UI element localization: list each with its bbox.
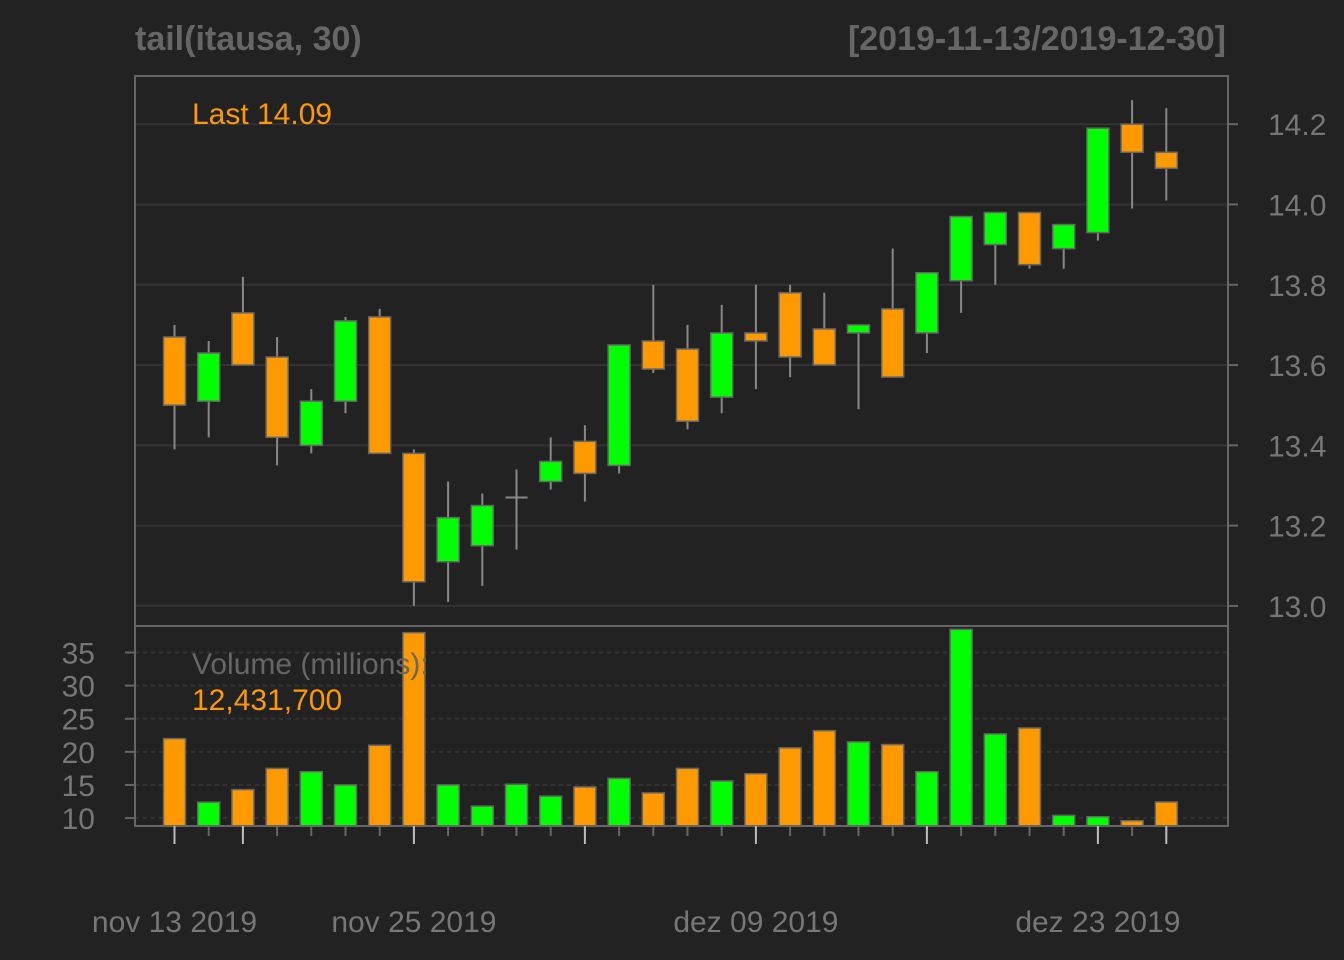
volume-bar bbox=[641, 792, 666, 827]
volume-bar bbox=[470, 805, 495, 827]
x-tick-label: nov 13 2019 bbox=[92, 906, 257, 939]
candle-body bbox=[538, 460, 563, 483]
x-tick-label: dez 09 2019 bbox=[673, 906, 838, 939]
price-tick-label: 14.0 bbox=[1268, 189, 1326, 222]
price-tick-label: 13.6 bbox=[1268, 350, 1326, 383]
candle-body bbox=[949, 215, 973, 282]
volume-bar bbox=[538, 795, 563, 827]
volume-bar bbox=[162, 737, 187, 827]
volume-bar bbox=[299, 770, 324, 827]
volume-value: 12,431,700 bbox=[192, 684, 343, 717]
candle-body bbox=[402, 452, 426, 583]
chart-title: tail(itausa, 30) bbox=[135, 20, 362, 58]
volume-bar bbox=[333, 784, 358, 827]
volume-bar bbox=[709, 780, 734, 827]
date-range: [2019-11-13/2019-12-30] bbox=[847, 20, 1226, 58]
last-price-label: Last 14.09 bbox=[192, 98, 333, 131]
volume-bar bbox=[573, 786, 597, 827]
candle-body bbox=[880, 308, 905, 378]
candle-body bbox=[333, 320, 358, 402]
volume-bar bbox=[675, 767, 700, 827]
volume-tick-label: 20 bbox=[62, 737, 95, 770]
volume-tick-label: 25 bbox=[62, 704, 95, 737]
volume-bar bbox=[231, 788, 255, 827]
volume-bar bbox=[880, 743, 905, 827]
volume-bar bbox=[983, 733, 1008, 827]
volume-bar bbox=[265, 767, 289, 827]
candle-body bbox=[436, 516, 460, 563]
volume-tick-label: 10 bbox=[62, 803, 95, 836]
volume-bar bbox=[196, 801, 221, 827]
volume-bar bbox=[1154, 801, 1179, 827]
candle-body bbox=[607, 344, 631, 467]
candle-body bbox=[1017, 211, 1042, 266]
volume-bar bbox=[812, 729, 837, 827]
candle-body bbox=[162, 336, 187, 406]
candle-body bbox=[196, 352, 221, 402]
volume-label: Volume (millions): bbox=[192, 648, 429, 681]
volume-bar bbox=[915, 770, 939, 827]
volume-bar bbox=[744, 772, 768, 827]
price-tick-label: 13.2 bbox=[1268, 511, 1326, 544]
volume-tick-label: 35 bbox=[62, 637, 95, 670]
volume-bar bbox=[846, 741, 871, 827]
volume-panel-frame bbox=[134, 625, 1229, 827]
x-tick-label: nov 25 2019 bbox=[331, 906, 496, 939]
volume-bar bbox=[949, 628, 973, 827]
price-tick-label: 13.0 bbox=[1268, 591, 1326, 624]
candle-body bbox=[846, 324, 871, 334]
candle-body bbox=[470, 504, 495, 547]
volume-bar bbox=[778, 747, 802, 827]
candle-body bbox=[709, 332, 734, 398]
candle-body bbox=[299, 400, 324, 447]
volume-tick-label: 15 bbox=[62, 770, 95, 803]
candle-body bbox=[265, 356, 289, 439]
volume-bar bbox=[436, 784, 460, 827]
candle-body bbox=[744, 332, 768, 342]
candle-body bbox=[983, 211, 1008, 246]
candle-body bbox=[675, 348, 700, 423]
volume-bar bbox=[1051, 814, 1076, 827]
price-tick-label: 13.8 bbox=[1268, 270, 1326, 303]
candle-body bbox=[641, 340, 666, 370]
candle-body bbox=[367, 316, 392, 455]
candle-body bbox=[1051, 223, 1076, 250]
candle-body bbox=[1086, 127, 1110, 234]
candle-body bbox=[1120, 123, 1144, 154]
volume-bar bbox=[1017, 727, 1042, 827]
price-tick-label: 14.2 bbox=[1268, 109, 1326, 142]
candle-body bbox=[915, 271, 939, 334]
volume-bar bbox=[1086, 815, 1110, 827]
volume-bar bbox=[504, 783, 529, 827]
candle-body bbox=[1154, 151, 1179, 170]
candle-body bbox=[812, 328, 837, 366]
volume-bar bbox=[607, 777, 631, 827]
candle-body bbox=[231, 312, 255, 366]
volume-bar bbox=[367, 744, 392, 827]
price-tick-label: 13.4 bbox=[1268, 430, 1326, 463]
candle-body bbox=[573, 440, 597, 475]
x-tick-label: dez 23 2019 bbox=[1015, 906, 1180, 939]
candle-body bbox=[778, 292, 802, 358]
volume-tick-label: 30 bbox=[62, 671, 95, 704]
